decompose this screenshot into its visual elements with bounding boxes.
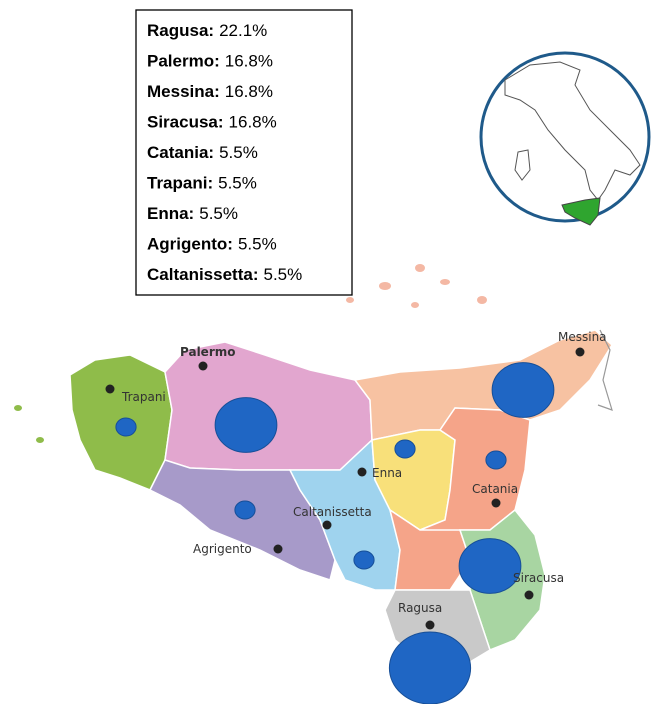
legend-entry: Siracusa: 16.8% [147,113,277,132]
cities: Ragusa Palermo Messina Siracusa Catania Trapa… [105,330,607,630]
bubble [234,500,256,520]
legend: Ragusa: 22.1%Palermo: 16.8%Messina: 16.8%Si… [147,21,302,284]
city-label: Siracusa [513,571,564,585]
city-label: Enna [372,466,402,480]
legend-key: Catania: [147,143,214,162]
legend-entry: Trapani: 5.5% [147,174,257,193]
legend-value: 16.8% [229,113,277,132]
bubble [214,397,278,453]
city-label: Ragusa [398,601,442,615]
legend-key: Caltanissetta: [147,265,258,284]
legend-key: Enna: [147,204,194,223]
bubble [115,417,137,437]
city-label: Caltanissetta [293,505,372,519]
legend-entry: Agrigento: 5.5% [147,235,277,254]
bubble [485,450,507,470]
italy-inset [479,51,651,226]
bubble [491,362,555,418]
legend-entry: Ragusa: 22.1% [147,21,267,40]
bubbles [115,362,555,704]
city-dot [425,620,435,630]
legend-value: 5.5% [219,143,258,162]
legend-entry: Caltanissetta: 5.5% [147,265,302,284]
legend-entry: Catania: 5.5% [147,143,258,162]
city-label: Agrigento [193,542,252,556]
city-dot [357,467,367,477]
city-dot [198,361,208,371]
legend-entry: Palermo: 16.8% [147,52,273,71]
legend-box [135,9,353,296]
city-dot [105,384,115,394]
legend-key: Ragusa: [147,21,214,40]
city-dot [491,498,501,508]
legend-value: 5.5% [238,235,277,254]
city-dot [273,544,283,554]
city-label: Messina [558,330,607,344]
legend-key: Messina: [147,82,220,101]
city-label: Palermo [180,345,236,359]
legend-key: Siracusa: [147,113,224,132]
city-dot [575,347,585,357]
legend-value: 22.1% [219,21,267,40]
city-label: Catania [472,482,518,496]
city-label: Trapani [121,390,166,404]
bubble [458,538,522,594]
city-dot [322,520,332,530]
legend-value: 5.5% [263,265,302,284]
legend-value: 16.8% [225,52,273,71]
city-dot [524,590,534,600]
legend-value: 16.8% [225,82,273,101]
bubble [388,631,472,704]
bubble [353,550,375,570]
regions [14,264,613,666]
legend-key: Trapani: [147,174,213,193]
bubble [394,439,416,459]
legend-entry: Enna: 5.5% [147,204,238,223]
legend-value: 5.5% [199,204,238,223]
islands [14,264,487,443]
legend-key: Palermo: [147,52,220,71]
legend-value: 5.5% [218,174,257,193]
legend-key: Agrigento: [147,235,233,254]
legend-entry: Messina: 16.8% [147,82,273,101]
calabria-coast [597,329,613,411]
